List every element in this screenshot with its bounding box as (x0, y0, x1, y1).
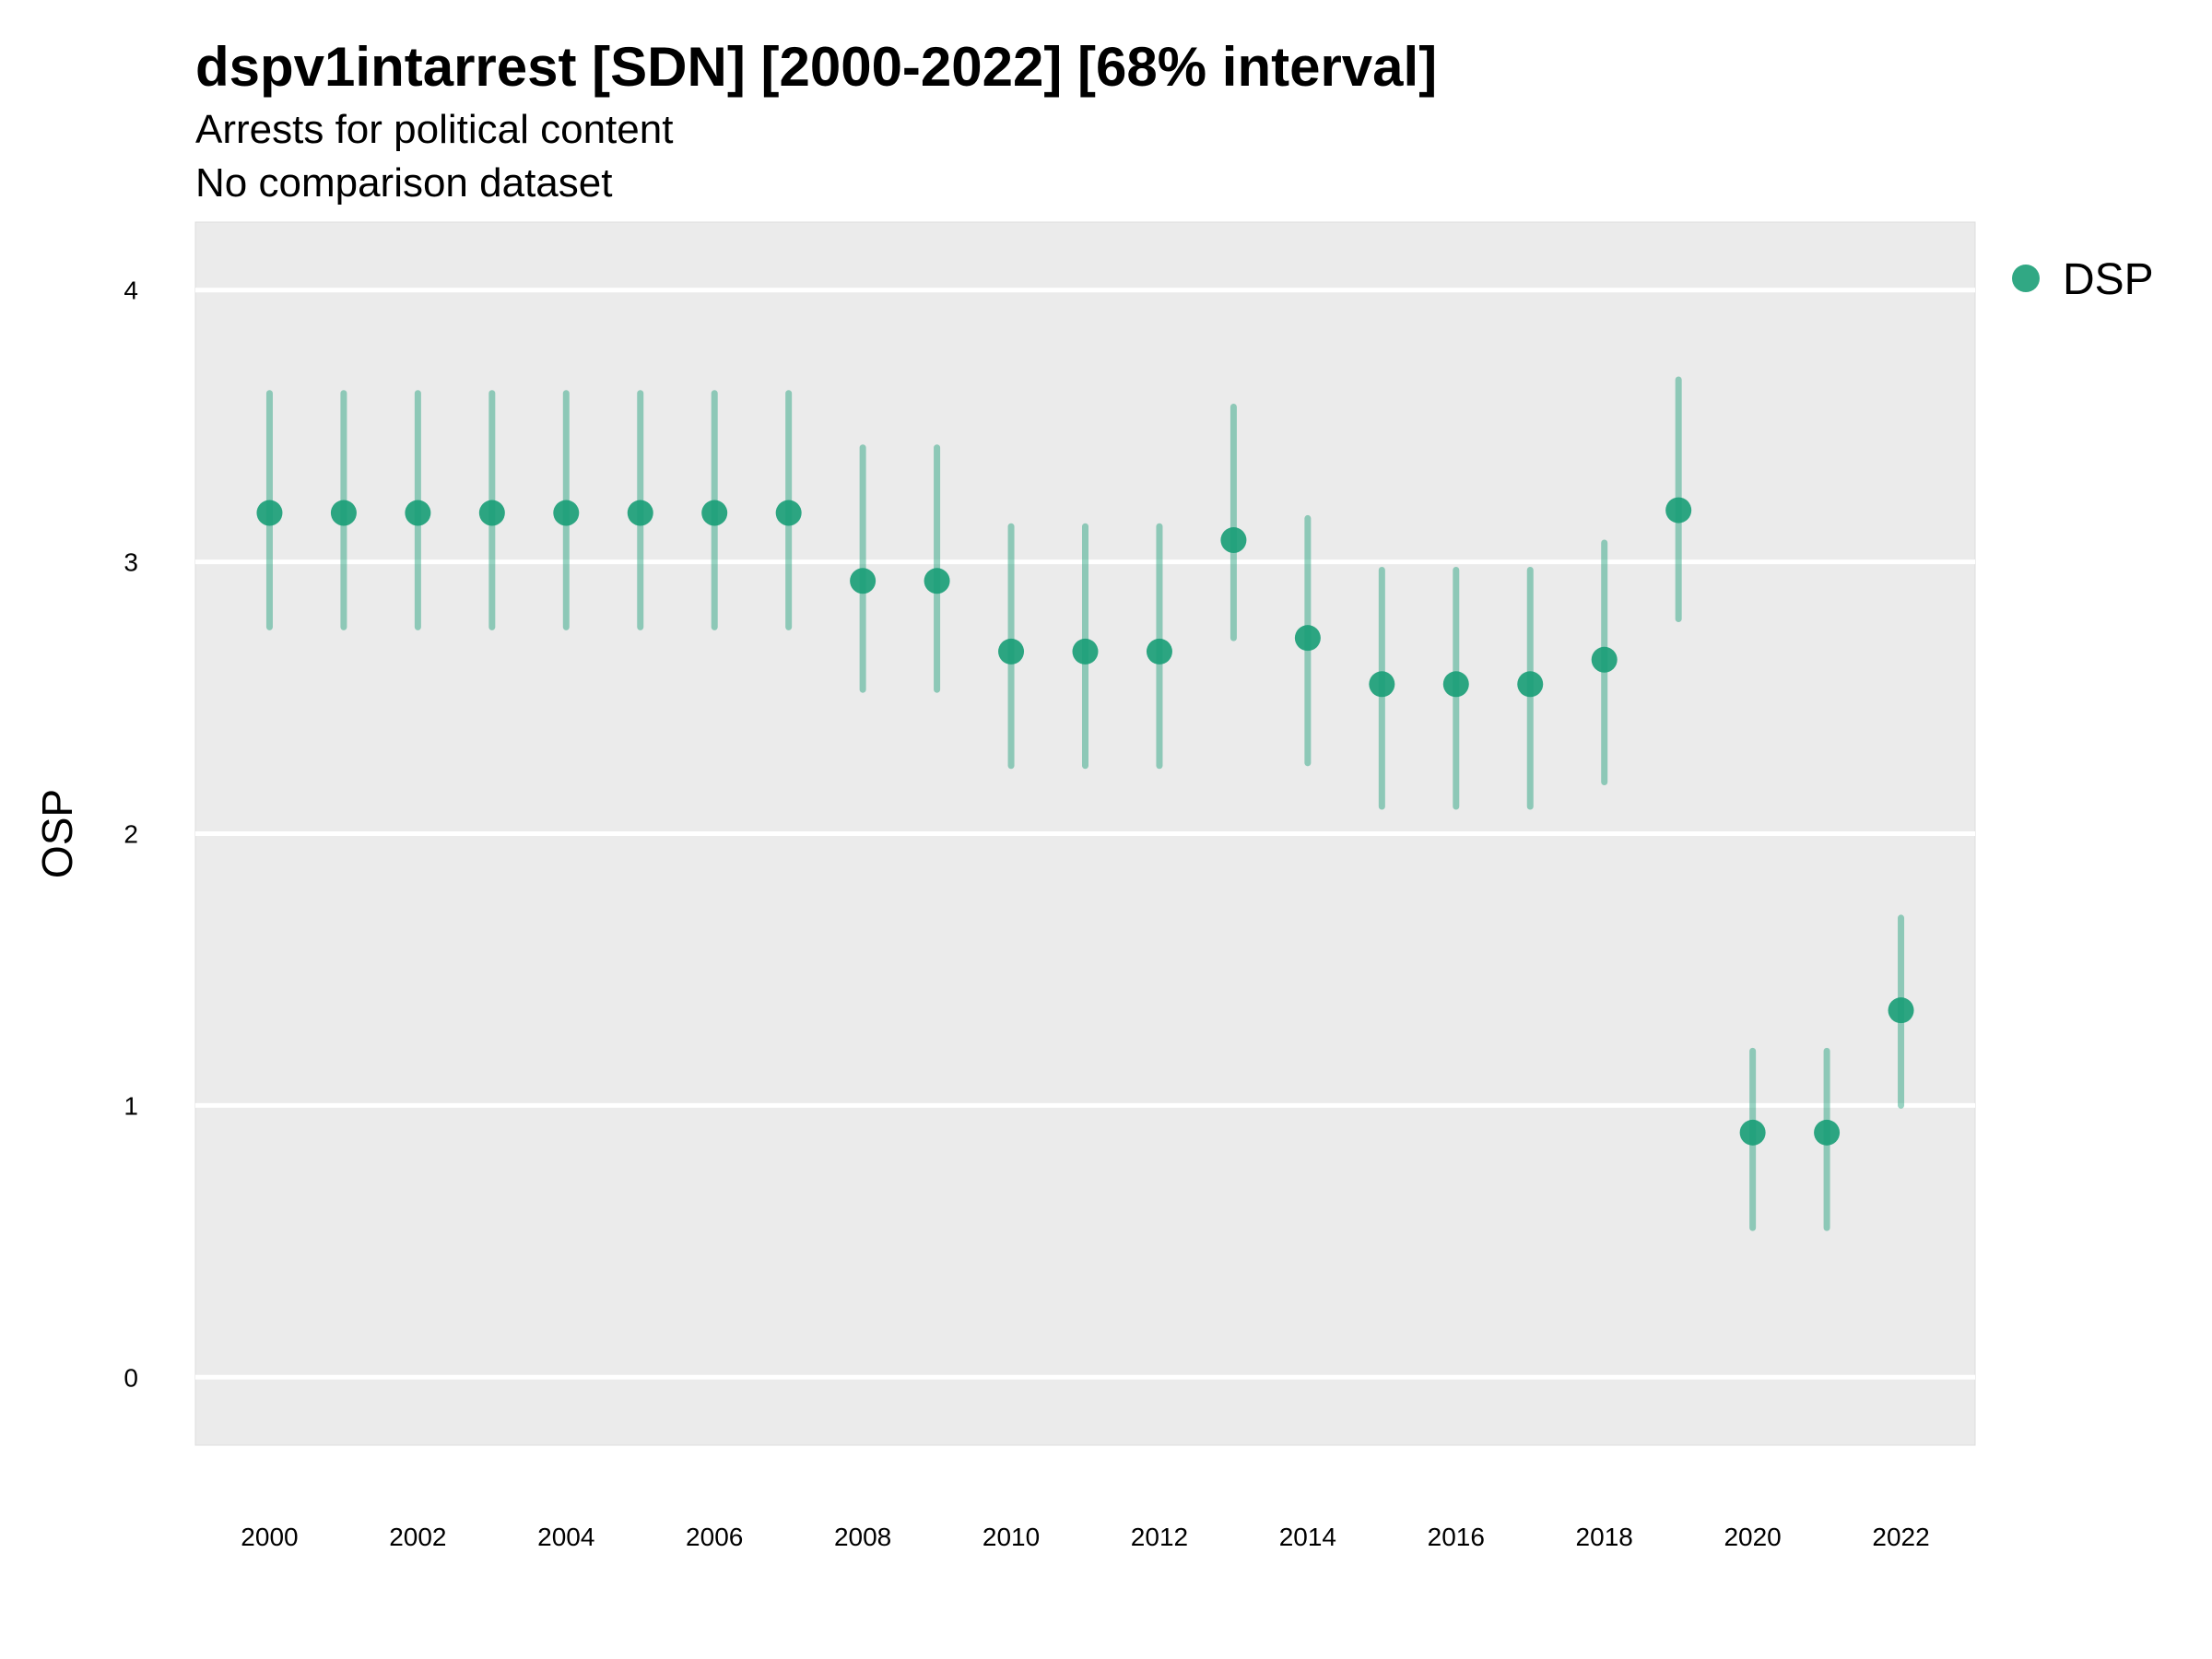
chart-subtitle: Arrests for political content (195, 107, 674, 152)
data-point-2019 (1665, 497, 1692, 524)
x-tick-label-2008: 2008 (834, 1523, 891, 1551)
legend-label-dsp: DSP (2063, 255, 2154, 304)
data-point-2012 (1146, 638, 1172, 665)
y-tick-label-3: 3 (124, 548, 138, 577)
data-point-2017 (1517, 671, 1544, 698)
legend-marker-dsp (2012, 265, 2040, 292)
data-point-2008 (850, 568, 877, 594)
x-tick-label-2002: 2002 (389, 1523, 446, 1551)
x-tick-label-2020: 2020 (1724, 1523, 1781, 1551)
x-tick-label-2016: 2016 (1428, 1523, 1485, 1551)
data-point-2018 (1591, 646, 1618, 673)
chart-title: dspv1intarrest [SDN] [2000-2022] [68% in… (195, 36, 1438, 98)
data-point-2020 (1739, 1119, 1766, 1146)
y-tick-label-0: 0 (124, 1363, 138, 1392)
data-point-2013 (1220, 527, 1247, 554)
y-tick-label-1: 1 (124, 1091, 138, 1120)
y-tick-label-4: 4 (124, 276, 138, 305)
x-tick-label-2004: 2004 (537, 1523, 594, 1551)
x-tick-label-2014: 2014 (1279, 1523, 1336, 1551)
data-point-2001 (330, 500, 357, 526)
data-point-2006 (701, 500, 728, 526)
x-tick-label-2010: 2010 (982, 1523, 1040, 1551)
y-axis-label: OSP (33, 789, 81, 878)
data-point-2010 (998, 638, 1025, 665)
data-point-2003 (478, 500, 505, 526)
x-tick-label-2018: 2018 (1576, 1523, 1633, 1551)
data-point-2007 (775, 500, 802, 526)
data-point-2009 (924, 568, 950, 594)
x-tick-label-2006: 2006 (686, 1523, 743, 1551)
data-point-2002 (405, 500, 431, 526)
data-point-2016 (1442, 671, 1469, 698)
data-point-2000 (256, 500, 283, 526)
x-tick-label-2000: 2000 (241, 1523, 298, 1551)
data-point-2015 (1369, 671, 1395, 698)
data-point-2011 (1072, 638, 1099, 665)
data-point-2014 (1294, 625, 1321, 652)
data-point-2004 (553, 500, 580, 526)
x-tick-label-2022: 2022 (1872, 1523, 1929, 1551)
data-point-2021 (1814, 1119, 1841, 1146)
chart-caption: No comparison dataset (195, 160, 613, 206)
x-tick-label-2012: 2012 (1131, 1523, 1188, 1551)
y-tick-label-2: 2 (124, 820, 138, 849)
data-point-2005 (627, 500, 653, 526)
data-point-2022 (1888, 997, 1914, 1024)
